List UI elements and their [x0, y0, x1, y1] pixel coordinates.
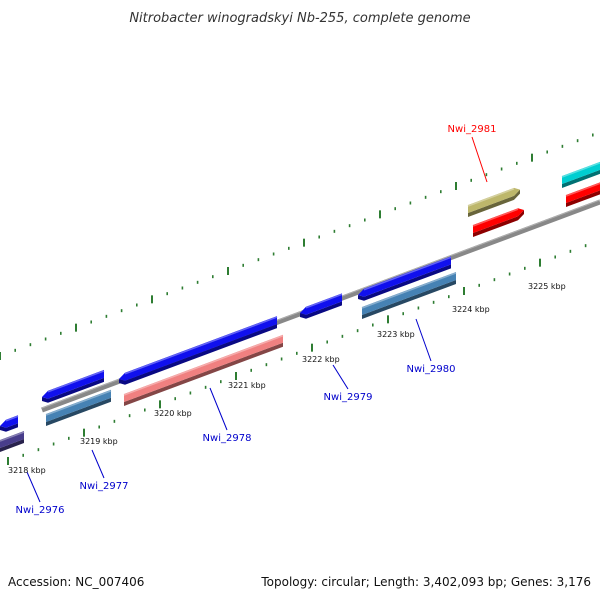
- gene-feature-highlight: [5, 415, 19, 422]
- gene-feature-side: [46, 397, 111, 426]
- gene-feature[interactable]: [46, 389, 111, 422]
- gene-feature[interactable]: [0, 431, 24, 448]
- gene-label-nwi-2981[interactable]: Nwi_2981: [448, 124, 497, 135]
- gene-feature[interactable]: [468, 187, 520, 213]
- map-title: Nitrobacter winogradskyi Nb-255, complet…: [129, 11, 470, 26]
- gene-feature[interactable]: [562, 161, 600, 184]
- kbp-label: 3222 kbp: [302, 355, 340, 364]
- gene-label-nwi-2977[interactable]: Nwi_2977: [80, 481, 129, 492]
- gene-feature-side: [300, 301, 342, 319]
- gene-feature-side: [42, 377, 104, 403]
- kbp-tick-marks: [0, 133, 594, 465]
- gene-feature-highlight: [361, 272, 457, 309]
- topology-text: Topology: circular; Length: 3,402,093 bp…: [260, 575, 591, 589]
- gene-feature-highlight: [561, 162, 600, 178]
- gene-feature-side: [0, 423, 18, 432]
- gene-feature-highlight: [47, 370, 105, 393]
- gene-feature[interactable]: [473, 208, 524, 233]
- kbp-label: 3223 kbp: [377, 330, 415, 339]
- gene-feature-highlight: [363, 256, 452, 291]
- gene-feature-side: [468, 189, 520, 217]
- kbp-label: 3220 kbp: [154, 409, 192, 418]
- gene-label-nwi-2978[interactable]: Nwi_2978: [203, 433, 252, 444]
- gene-feature-highlight: [0, 431, 25, 442]
- label-leader-line: [209, 387, 228, 431]
- gene-features: [0, 161, 600, 452]
- gene-label-nwi-2976[interactable]: Nwi_2976: [16, 505, 65, 516]
- label-leader-line: [91, 449, 105, 479]
- gene-feature-side: [566, 190, 600, 207]
- gene-feature-highlight: [472, 208, 519, 227]
- gene-feature-side: [119, 324, 277, 385]
- gene-feature-side: [358, 264, 451, 301]
- gene-feature-side: [0, 439, 24, 452]
- gene-label-nwi-2979[interactable]: Nwi_2979: [324, 392, 373, 403]
- gene-feature-side: [473, 209, 524, 237]
- kbp-label: 3218 kbp: [8, 466, 46, 475]
- label-leader-line: [26, 471, 41, 503]
- gene-feature-highlight: [305, 293, 343, 309]
- gene-feature-highlight: [467, 188, 515, 207]
- gene-feature-highlight: [45, 390, 112, 416]
- label-leader-line: [471, 136, 488, 183]
- gene-feature[interactable]: [362, 271, 456, 315]
- gene-feature-highlight: [565, 182, 600, 197]
- gene-feature[interactable]: [124, 334, 283, 402]
- kbp-label: 3224 kbp: [452, 305, 490, 314]
- kbp-label: 3221 kbp: [228, 381, 266, 390]
- kbp-label: 3225 kbp: [528, 282, 566, 291]
- gene-feature-highlight: [123, 335, 284, 396]
- gene-feature-highlight: [124, 316, 278, 375]
- gene-feature[interactable]: [566, 182, 600, 203]
- label-leader-line: [332, 364, 349, 390]
- gene-label-nwi-2980[interactable]: Nwi_2980: [407, 364, 456, 375]
- label-leader-line: [415, 318, 432, 362]
- gene-feature-side: [562, 169, 600, 188]
- gene-feature-side: [124, 342, 283, 406]
- label-leader-lines: [26, 136, 488, 503]
- gene-feature-side: [362, 279, 456, 319]
- accession-text: Accession: NC_007406: [8, 575, 144, 589]
- kbp-label: 3219 kbp: [80, 437, 118, 446]
